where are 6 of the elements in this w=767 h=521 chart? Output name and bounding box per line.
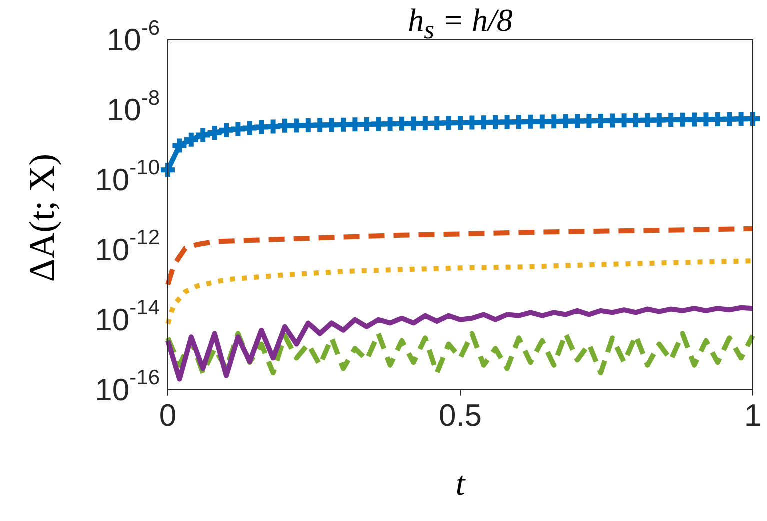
y-axis-title: ΔA(t; X) [21,154,63,282]
x-tick-label: 0 [159,398,177,433]
x-axis-title: t [454,466,467,504]
x-tick-label: 0.5 [438,398,482,433]
chart-title: h$_{s}$ = h/8 [407,2,514,46]
x-tick-label: 1 [744,398,762,433]
